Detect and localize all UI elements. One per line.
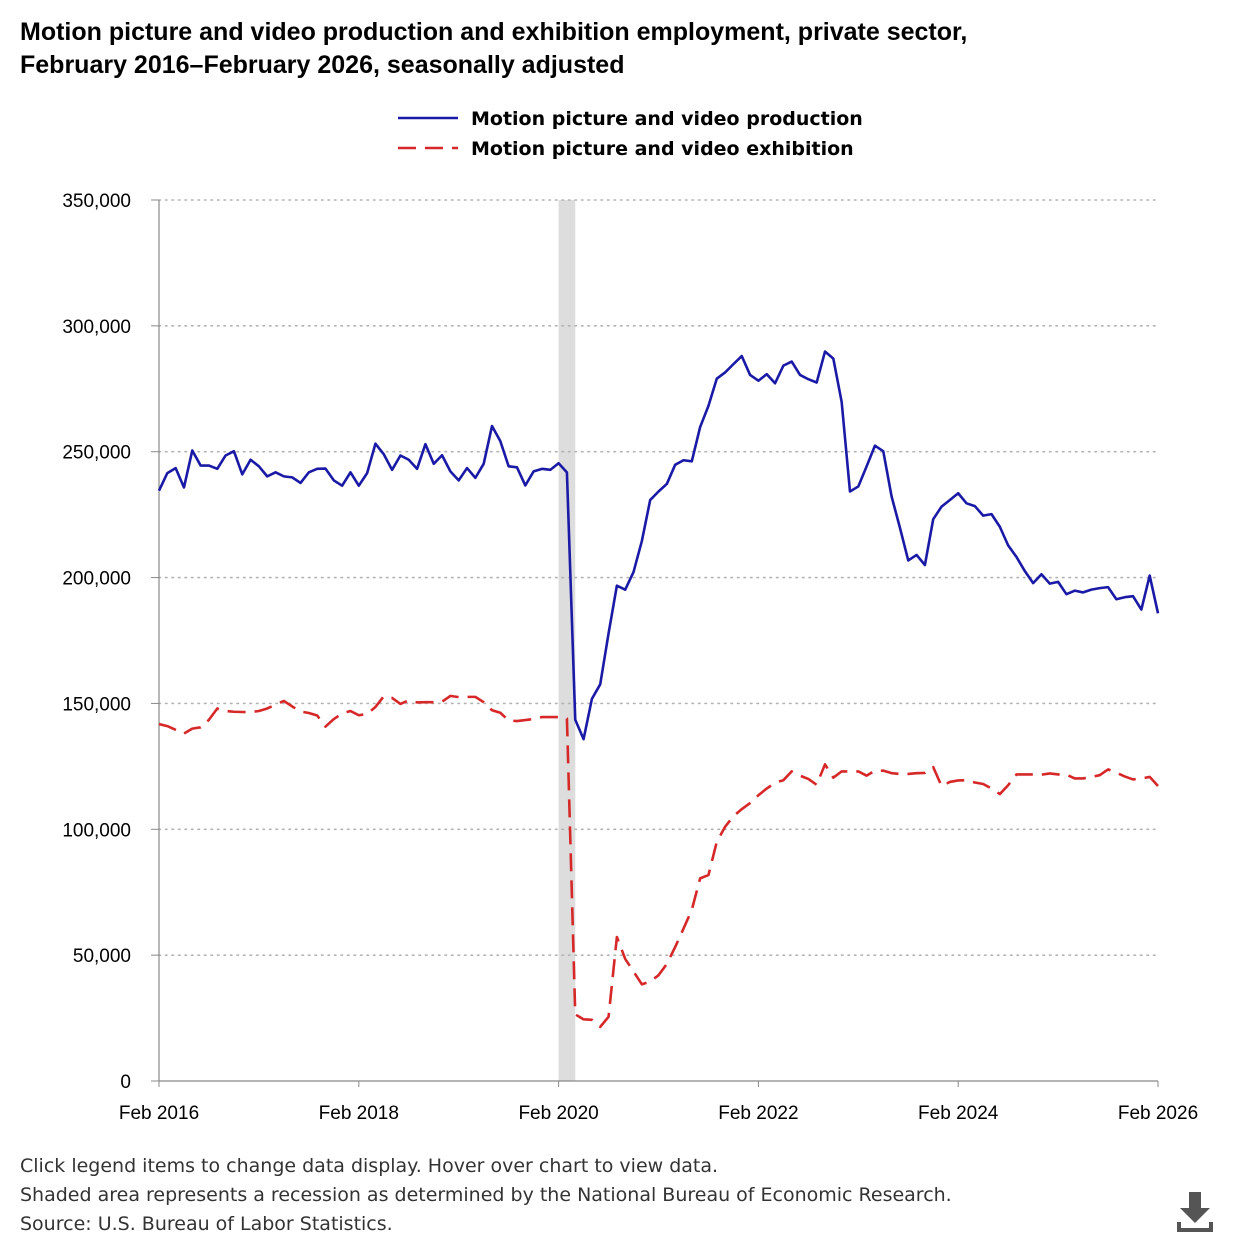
footnote-source: Source: U.S. Bureau of Labor Statistics. xyxy=(20,1213,393,1235)
legend-item-production[interactable]: Motion picture and video production xyxy=(398,108,863,130)
y-tick-label: 50,000 xyxy=(73,946,131,967)
footnote-recession: Shaded area represents a recession as de… xyxy=(20,1184,952,1206)
series-lines[interactable] xyxy=(157,350,1160,1029)
legend[interactable]: Motion picture and video production Motio… xyxy=(398,108,863,160)
legend-label: Motion picture and video production xyxy=(471,108,863,130)
y-tick-label: 0 xyxy=(120,1072,131,1093)
legend-label: Motion picture and video exhibition xyxy=(471,138,854,160)
gridlines xyxy=(158,199,1159,956)
x-tick-label: Feb 2020 xyxy=(518,1103,598,1124)
y-tick-label: 100,000 xyxy=(62,820,131,841)
download-icon[interactable] xyxy=(1172,1188,1218,1234)
chart-title-line-2: February 2016–February 2026, seasonally … xyxy=(20,51,625,79)
series-line-production[interactable] xyxy=(157,350,1160,741)
y-tick-label: 200,000 xyxy=(62,569,131,590)
chart-title: Motion picture and video production and … xyxy=(20,16,1200,82)
y-tick-label: 300,000 xyxy=(62,317,131,338)
x-tick-label: Feb 2022 xyxy=(718,1103,798,1124)
x-tick-label: Feb 2026 xyxy=(1118,1103,1198,1124)
y-tick-label: 350,000 xyxy=(62,191,131,212)
x-tick-label: Feb 2024 xyxy=(918,1103,999,1124)
y-tick-label: 250,000 xyxy=(62,443,131,464)
legend-item-exhibition[interactable]: Motion picture and video exhibition xyxy=(398,138,854,160)
x-tick-label: Feb 2018 xyxy=(319,1103,399,1124)
x-tick-label: Feb 2016 xyxy=(119,1103,199,1124)
line-chart[interactable]: 0 50,000 100,000 150,000 200,000 250,000 300,0… xyxy=(0,0,1240,1140)
series-line-exhibition[interactable] xyxy=(158,694,1159,1029)
axes: 0 50,000 100,000 150,000 200,000 250,000 300,0… xyxy=(62,191,1198,1124)
footnotes: Click legend items to change data displa… xyxy=(20,1152,1160,1239)
footnote-interaction: Click legend items to change data displa… xyxy=(20,1155,719,1177)
chart-title-line-1: Motion picture and video production and … xyxy=(20,18,968,46)
y-tick-label: 150,000 xyxy=(62,694,131,715)
